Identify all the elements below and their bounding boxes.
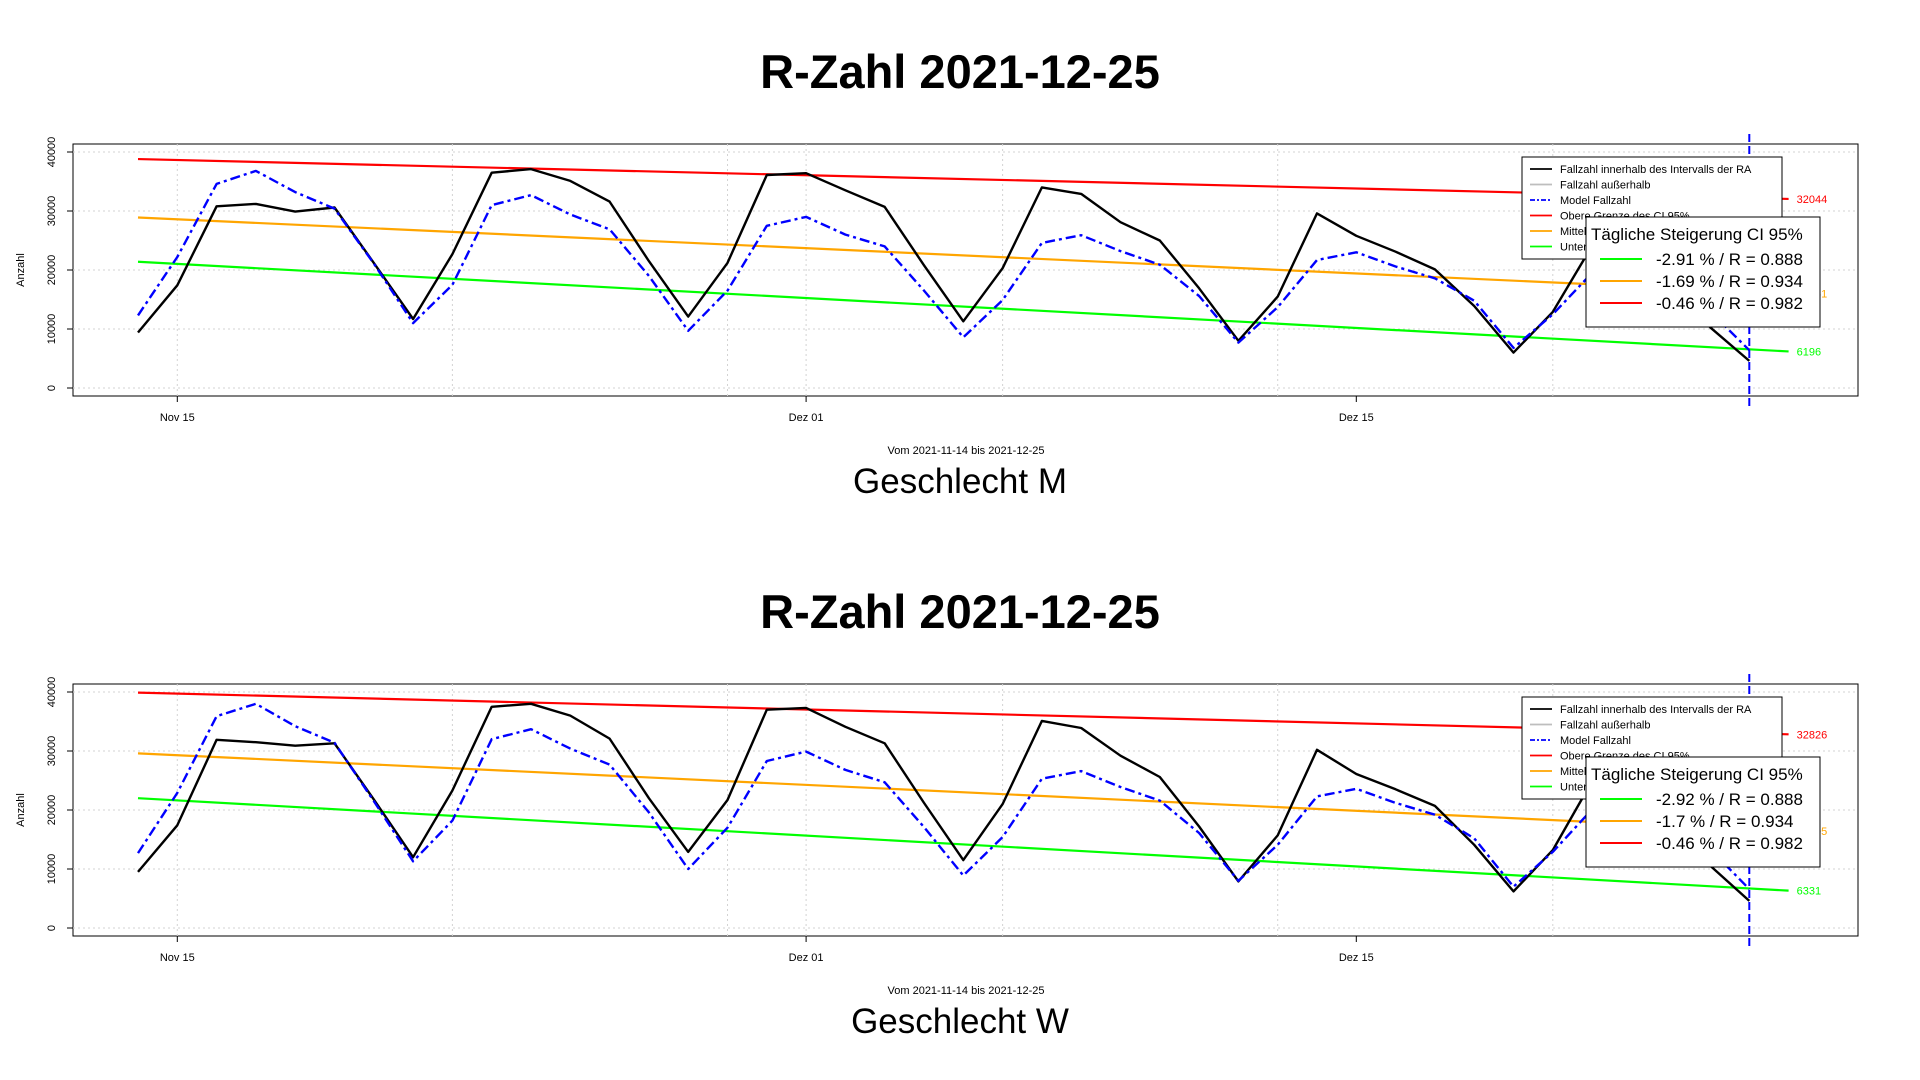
y-tick-label: 40000 (46, 137, 58, 168)
series-line-model (137, 169, 1751, 352)
legend-entry: Model Fallzahl (1560, 735, 1631, 747)
series-line-lower (137, 797, 1789, 892)
plot-area: 0 10000 20000 30000 40000 Nov 15 Dez 01 Dez 15 A… (15, 134, 1859, 457)
series-line-upper (137, 691, 1789, 736)
y-tick-label: 0 (46, 385, 58, 391)
chart-subtitle: Geschlecht M (853, 462, 1067, 501)
chart-subtitle: Geschlecht W (851, 1002, 1069, 1041)
end-label-upper: 32044 (1797, 194, 1828, 206)
legend-entry: Fallzahl außerhalb (1560, 180, 1651, 192)
end-label-lower: 6196 (1797, 346, 1821, 358)
x-axis-label: Vom 2021-11-14 bis 2021-12-25 (888, 985, 1045, 997)
steigerung-box (1585, 216, 1821, 328)
y-axis-label: Anzahl (15, 793, 27, 827)
plot-area: 0 10000 20000 30000 40000 Nov 15 Dez 01 Dez 15 A… (15, 674, 1859, 997)
y-tick-label: 10000 (46, 314, 58, 345)
steigerung-row: -1.7 % / R = 0.934 (1656, 812, 1794, 831)
y-tick-label: 10000 (46, 854, 58, 885)
end-label-upper: 32826 (1797, 729, 1828, 741)
series-line-mean (137, 216, 1789, 295)
series-line-lower (137, 260, 1789, 353)
x-tick-label: Dez 15 (1339, 952, 1374, 964)
steigerung-box (1585, 756, 1821, 868)
legend-entry: Fallzahl außerhalb (1560, 720, 1651, 732)
series-line-cases (137, 702, 1751, 902)
x-tick-label: Dez 01 (789, 952, 824, 964)
series-line-upper (137, 157, 1789, 201)
steigerung-row: -2.92 % / R = 0.888 (1656, 790, 1803, 809)
x-axis-label: Vom 2021-11-14 bis 2021-12-25 (888, 445, 1045, 457)
legend-entry: Fallzahl innerhalb des Intervalls der RA (1560, 704, 1752, 716)
steigerung-row: -1.69 % / R = 0.934 (1656, 272, 1803, 291)
chart-panel-w: R-Zahl 2021-12-25 0 10000 20000 30000 40000 N… (0, 540, 1920, 1080)
x-tick-label: Nov 15 (160, 952, 195, 964)
chart-title: R-Zahl 2021-12-25 (760, 45, 1160, 98)
steigerung-row: -0.46 % / R = 0.982 (1656, 294, 1803, 313)
y-tick-label: 20000 (46, 255, 58, 286)
x-tick-label: Dez 15 (1339, 412, 1374, 424)
y-tick-label: 30000 (46, 196, 58, 227)
series-line-cases (137, 167, 1751, 362)
legend-entry: Fallzahl innerhalb des Intervalls der RA (1560, 164, 1752, 176)
steigerung-title: Tägliche Steigerung CI 95% (1591, 765, 1803, 784)
legend-entry: Model Fallzahl (1560, 195, 1631, 207)
x-tick-label: Nov 15 (160, 412, 195, 424)
series-line-mean (137, 752, 1789, 833)
y-tick-label: 20000 (46, 795, 58, 826)
y-tick-label: 0 (46, 925, 58, 931)
steigerung-title: Tägliche Steigerung CI 95% (1591, 225, 1803, 244)
series-line-model (136, 702, 1751, 890)
steigerung-row: -0.46 % / R = 0.982 (1656, 834, 1803, 853)
chart-title: R-Zahl 2021-12-25 (760, 585, 1160, 638)
end-label-lower: 6331 (1797, 886, 1821, 898)
y-tick-label: 40000 (46, 677, 58, 708)
y-tick-label: 30000 (46, 736, 58, 767)
x-tick-label: Dez 01 (789, 412, 824, 424)
steigerung-row: -2.91 % / R = 0.888 (1656, 250, 1803, 269)
y-axis-label: Anzahl (15, 253, 27, 287)
chart-panel-m: R-Zahl 2021-12-25 0 10000 20000 30000 40000 N… (15, 45, 1859, 501)
